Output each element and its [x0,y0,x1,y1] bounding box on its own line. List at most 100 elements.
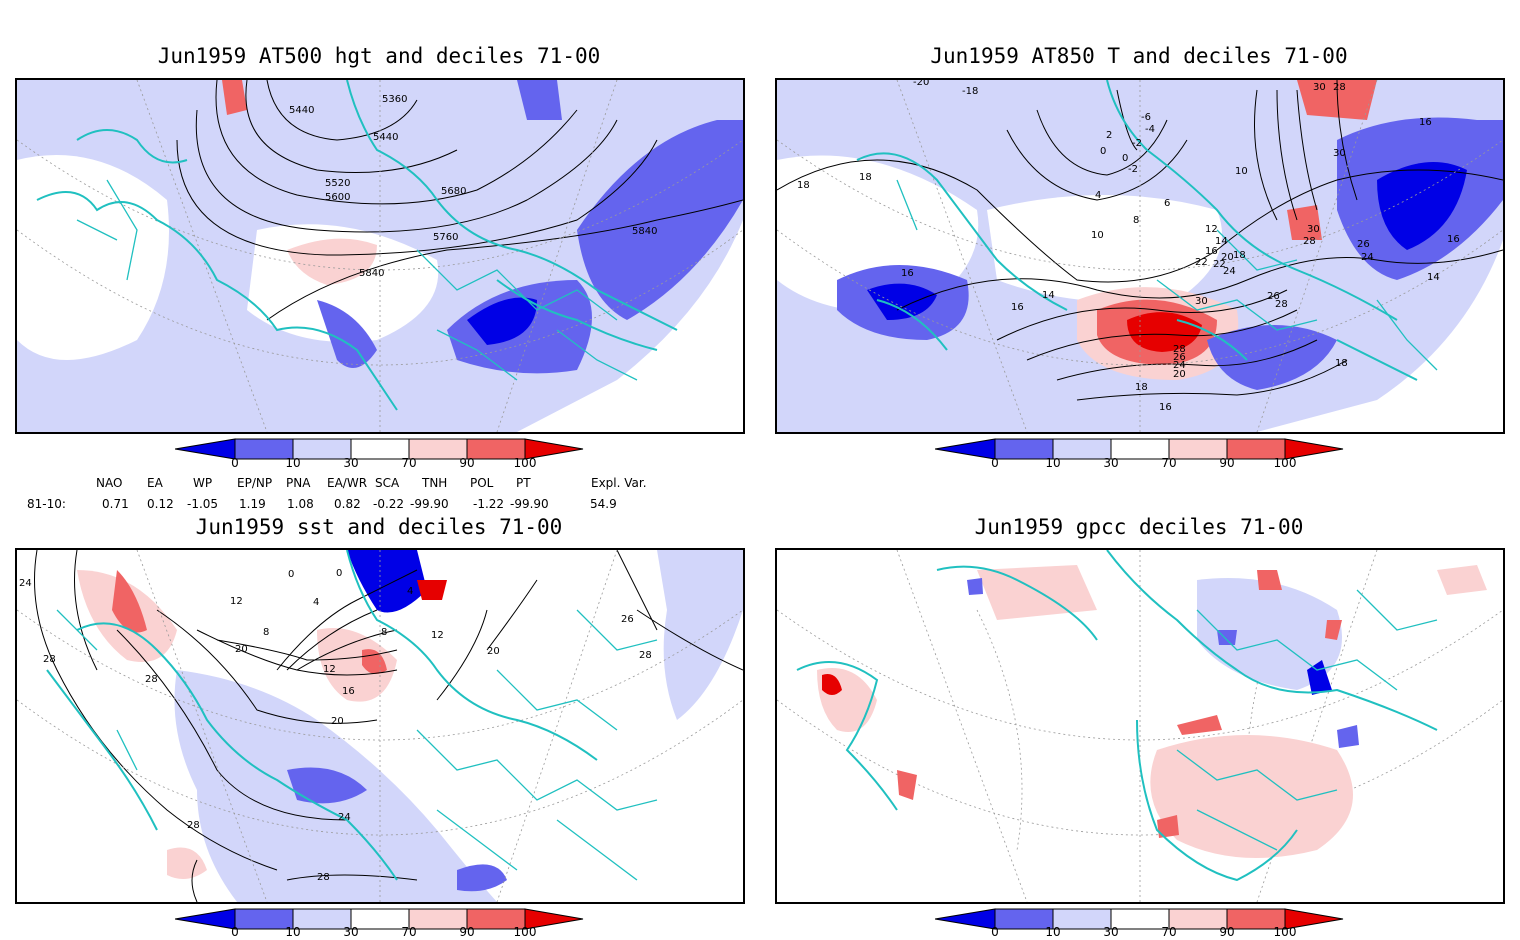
cbar-tick-label: 0 [231,456,239,470]
anomaly-shading [287,238,377,285]
contour-label: 28 [639,650,652,661]
coastline [796,550,1438,882]
anomaly-shading [1307,660,1332,695]
cbar-tick-label: 90 [459,456,475,470]
map-panel-hgt500: 5360 5440 5440 5520 5600 5680 5760 5840 … [15,78,745,434]
anomaly-shading [1287,205,1322,240]
anomaly-shading [967,578,983,595]
colorbar-sst: 0 10 30 70 90 100 [174,908,585,940]
index-name: PT [516,476,531,490]
contour-label: 26 [621,614,634,625]
indices-values: 81-10: 0.71 0.12 -1.05 1.19 1.08 0.82 -0… [0,497,760,513]
contour-label: 0 [336,568,342,579]
index-value: -99.90 [510,497,549,511]
contour-line [276,569,418,671]
graticule [777,80,1503,432]
contour-label: 18 [1135,382,1148,393]
contour-label: 14 [1042,290,1055,301]
colorbar-t850: 0 10 30 70 90 100 [934,438,1345,478]
contour-label: 5360 [382,94,407,105]
contour-label: 4 [407,586,413,597]
border-lines [896,179,1438,371]
map-panel-gpcc [775,548,1505,904]
cbar-tick-label: 70 [401,456,417,470]
cbar-tick-label: 70 [1161,925,1177,939]
cbar-tick-label: 10 [1045,925,1061,939]
anomaly-shading [1437,565,1487,595]
coastline [856,80,1418,381]
contour-label: -6 [1141,112,1151,123]
index-name: POL [470,476,494,490]
colorbar-svg [174,438,584,460]
contour-line [176,139,658,256]
index-name: SCA [375,476,400,490]
contour-line [1056,339,1318,381]
contour-label: 28 [1333,82,1346,93]
map-panel-t850: -20 -18 -6 -4 -2 0 0 -2 2 4 6 8 10 10 12… [775,78,1505,434]
contour-line [1254,80,1358,221]
anomaly-shading [417,580,447,600]
contour-label: 0 [1122,153,1128,164]
contour-label: 20 [1173,369,1186,380]
contour-label: 24 [338,812,351,823]
contour-label: 16 [1159,402,1172,413]
contour-label: 8 [381,627,387,638]
contour-label: 8 [1133,215,1139,226]
contour-label: 8 [263,627,269,638]
index-name: EP/NP [237,476,273,490]
anomaly-shading [822,674,842,695]
index-value: 1.19 [239,497,266,511]
cbar-tick-label: 90 [1219,456,1235,470]
anomaly-shading [167,847,207,879]
contour-label: 4 [1095,190,1101,201]
cbar-tick-label: 90 [1219,925,1235,939]
panel-title-hgt500: Jun1959 AT500 hgt and deciles 71-00 [157,44,601,68]
contour-label: 5440 [373,132,398,143]
colorbar-gpcc: 0 10 30 70 90 100 [934,908,1345,940]
contour-label: -2 [1132,138,1142,149]
contour-label: 20 [235,644,248,655]
contour-label: 20 [1221,252,1234,263]
contour-label: 5680 [441,186,466,197]
contour-label: 30 [1333,148,1346,159]
contour-line [1076,359,1348,401]
contour-label: 20 [331,716,344,727]
contour-label: 14 [1215,236,1228,247]
map-t850-svg: -20 -18 -6 -4 -2 0 0 -2 2 4 6 8 10 10 12… [777,80,1503,432]
cbar-cell [1284,438,1344,460]
anomaly-shading [1157,815,1179,838]
contour-label: 20 [487,646,500,657]
coastline [46,550,598,881]
cbar-tick-label: 100 [513,456,537,470]
border-lines [1176,589,1438,851]
panel-title-gpcc: Jun1959 gpcc deciles 71-00 [974,515,1304,539]
contour-label: 5600 [325,192,350,203]
contour-label: 10 [1091,230,1104,241]
border-lines [56,609,658,881]
anomaly-shading [222,80,247,115]
cbar-tick-label: 30 [1103,456,1119,470]
index-name: PNA [286,476,311,490]
index-value: -1.05 [187,497,219,511]
contour-line [1026,309,1298,361]
contour-label: 28 [145,674,158,685]
contour-label: 10 [1235,166,1248,177]
cbar-tick-label: 0 [991,925,999,939]
colorbar-svg [934,908,1344,930]
contour-line [777,159,1503,283]
cbar-cell [524,438,584,460]
contour-label: 12 [431,630,444,641]
index-value: 54.9 [590,497,617,511]
cbar-tick-label: 10 [285,925,301,939]
index-name: Expl. Var. [591,476,647,490]
contour-label: 16 [1447,234,1460,245]
contour-line [996,289,1288,341]
index-name: TNH [422,476,448,490]
anomaly-shading [347,550,427,613]
contour-label: -2 [1128,164,1138,175]
contour-label: 28 [1303,236,1316,247]
contour-label: 5840 [632,226,657,237]
contour-label: 24 [1361,252,1374,263]
map-gpcc-svg [777,550,1503,902]
contour-label: 6 [1164,198,1170,209]
